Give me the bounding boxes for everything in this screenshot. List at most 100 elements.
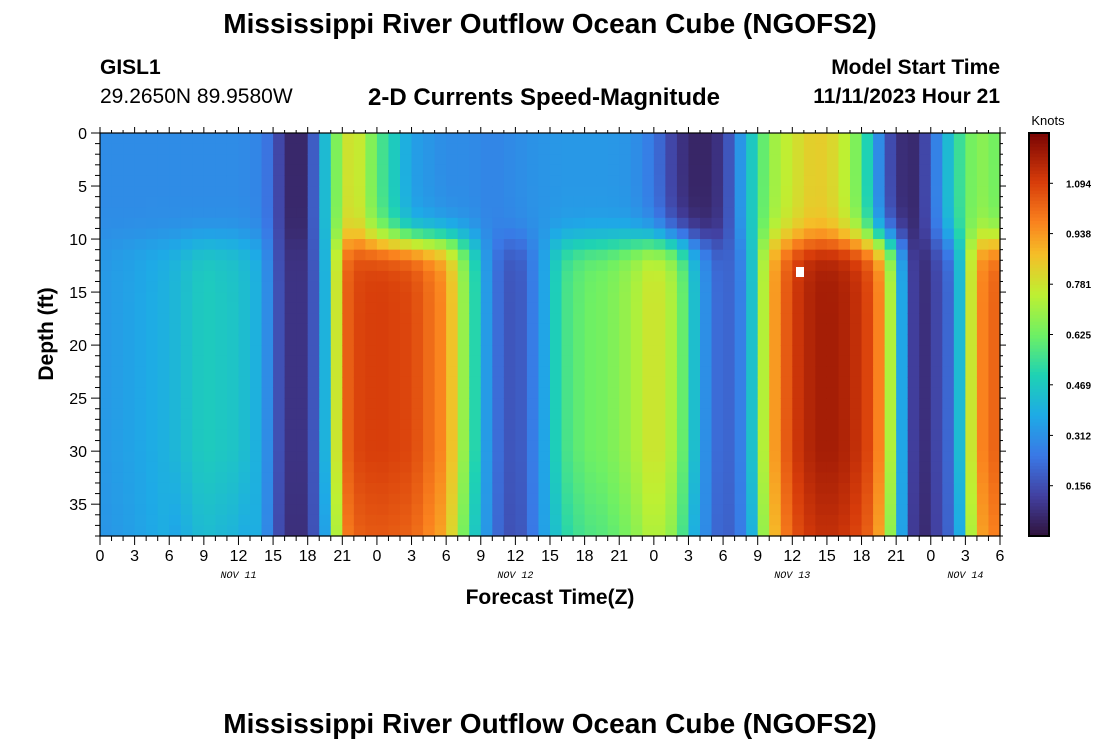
heatmap-cell: [596, 313, 609, 325]
heatmap-cell: [723, 217, 736, 230]
colorbar-segment: [1029, 274, 1049, 279]
heatmap-cell: [561, 376, 574, 389]
heatmap-cell: [376, 164, 390, 177]
heatmap-cell: [642, 228, 655, 240]
heatmap-cell: [873, 313, 886, 325]
heatmap-cell: [919, 196, 932, 208]
heatmap-cell: [700, 493, 713, 505]
heatmap-cell: [411, 143, 424, 155]
heatmap-cell: [388, 461, 401, 473]
heatmap-cell: [607, 323, 620, 336]
heatmap-cell: [780, 292, 793, 304]
heatmap-cell: [803, 281, 816, 293]
heatmap-cell: [930, 419, 943, 431]
heatmap-cell: [400, 217, 413, 230]
heatmap-cell: [919, 281, 932, 293]
heatmap-cell: [238, 482, 251, 495]
heatmap-cell: [630, 493, 643, 505]
heatmap-cell: [423, 334, 436, 346]
heatmap-cell: [676, 175, 690, 187]
heatmap-cell: [688, 376, 701, 389]
heatmap-cell: [400, 323, 413, 336]
heatmap-cell: [446, 281, 459, 293]
heatmap-cell: [134, 313, 147, 325]
heatmap-cell: [711, 408, 724, 420]
heatmap-cell: [123, 313, 136, 325]
heatmap-cell: [757, 133, 770, 145]
heatmap-cell: [169, 270, 182, 283]
heatmap-cell: [100, 408, 113, 420]
x-tick-label: 9: [753, 548, 762, 565]
heatmap-cell: [411, 461, 424, 473]
heatmap-cell: [100, 186, 113, 198]
heatmap-cell: [965, 260, 978, 272]
heatmap-cell: [850, 504, 863, 516]
heatmap-cell: [111, 525, 124, 537]
heatmap-cell: [803, 207, 816, 219]
heatmap-cell: [873, 345, 886, 357]
heatmap-cell: [284, 493, 297, 505]
heatmap-cell: [400, 387, 413, 399]
heatmap-cell: [376, 154, 390, 166]
heatmap-cell: [365, 334, 378, 346]
heatmap-cell: [550, 239, 563, 251]
heatmap-cell: [723, 366, 736, 378]
heatmap-cell: [446, 525, 459, 537]
heatmap-cell: [826, 334, 840, 346]
heatmap-cell: [469, 345, 482, 357]
heatmap-cell: [896, 482, 909, 495]
heatmap-cell: [111, 175, 124, 187]
heatmap-cell: [769, 525, 782, 537]
heatmap-cell: [400, 207, 413, 219]
heatmap-cell: [596, 260, 609, 272]
heatmap-cell: [365, 143, 378, 155]
heatmap-cell: [250, 239, 263, 251]
heatmap-cell: [607, 228, 620, 240]
heatmap-cell: [365, 133, 378, 145]
heatmap-cell: [319, 175, 332, 187]
heatmap-cell: [169, 355, 182, 367]
heatmap-cell: [850, 164, 863, 177]
heatmap-cell: [688, 239, 701, 251]
heatmap-cell: [769, 376, 782, 389]
heatmap-cell: [630, 302, 643, 314]
heatmap-cell: [780, 429, 793, 442]
x-axis-label: Forecast Time(Z): [466, 586, 635, 609]
heatmap-cell: [769, 514, 782, 526]
heatmap-cell: [746, 186, 759, 198]
colorbar-segment: [1029, 133, 1049, 137]
heatmap-cell: [469, 451, 482, 463]
heatmap-cell: [388, 440, 401, 452]
heatmap-cell: [561, 292, 574, 304]
heatmap-cell: [469, 217, 482, 230]
heatmap-cell: [596, 228, 609, 240]
heatmap-cell: [526, 154, 540, 166]
heatmap-cell: [746, 345, 759, 357]
heatmap-cell: [296, 429, 309, 442]
heatmap-cell: [607, 525, 620, 537]
colorbar-segment: [1029, 505, 1049, 510]
heatmap-cell: [711, 429, 724, 442]
heatmap-cell: [457, 207, 470, 219]
heatmap-cell: [457, 429, 470, 442]
heatmap-cell: [723, 239, 736, 251]
heatmap-cell: [757, 186, 770, 198]
heatmap-cell: [226, 323, 240, 336]
x-tick-label: 12: [783, 548, 801, 565]
heatmap-cell: [746, 217, 759, 230]
heatmap-cell: [723, 249, 736, 261]
heatmap-cell: [942, 493, 955, 505]
heatmap-cell: [573, 323, 586, 336]
heatmap-cell: [688, 143, 701, 155]
heatmap-cell: [780, 355, 793, 367]
heatmap-cell: [919, 387, 932, 399]
heatmap-cell: [319, 461, 332, 473]
heatmap-cell: [492, 249, 505, 261]
heatmap-cell: [503, 334, 516, 346]
heatmap-cell: [134, 376, 147, 389]
heatmap-cell: [365, 504, 378, 516]
heatmap-cell: [642, 514, 655, 526]
heatmap-cell: [388, 302, 401, 314]
heatmap-cell: [111, 472, 124, 484]
heatmap-cell: [850, 281, 863, 293]
